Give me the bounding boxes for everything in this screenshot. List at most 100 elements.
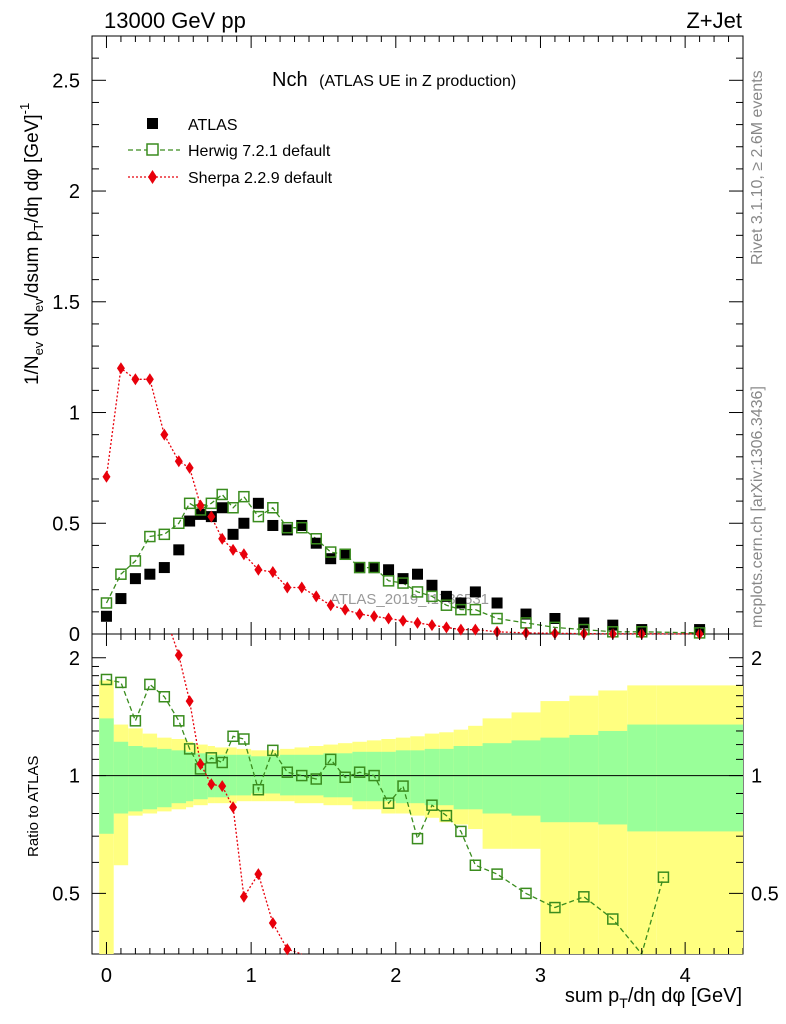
atlas-point bbox=[216, 502, 228, 514]
atlas-point bbox=[455, 597, 467, 609]
band-inner-segment bbox=[186, 751, 194, 802]
herwig-ratio-point bbox=[657, 871, 670, 883]
atlas-point bbox=[158, 562, 170, 574]
x-tick-label: 0 bbox=[101, 965, 112, 987]
sherpa-ratio-point bbox=[196, 758, 205, 771]
herwig-point bbox=[173, 517, 185, 530]
sherpa-point bbox=[145, 373, 154, 386]
herwig-point bbox=[469, 603, 482, 616]
sherpa-point bbox=[207, 510, 216, 523]
herwig-main-line bbox=[105, 493, 700, 634]
herwig-ratio-point bbox=[426, 799, 438, 811]
herwig-point bbox=[100, 597, 113, 609]
band-inner-segment bbox=[569, 734, 599, 823]
sherpa-point bbox=[384, 612, 393, 625]
atlas-point bbox=[412, 568, 423, 580]
herwig-ratio-point bbox=[578, 891, 590, 903]
band-inner-segment bbox=[171, 750, 187, 804]
y-tick-label-ratio-right: 0.5 bbox=[751, 883, 779, 905]
atlas-point bbox=[339, 548, 351, 560]
herwig-ratio-point bbox=[115, 676, 127, 689]
herwig-point bbox=[382, 575, 395, 587]
sherpa-point bbox=[185, 461, 194, 474]
sherpa-point bbox=[116, 362, 125, 375]
band-inner-segment bbox=[424, 748, 440, 806]
atlas-point bbox=[129, 573, 141, 585]
herwig-point bbox=[129, 555, 142, 567]
x-axis-label: sum pT/dη dφ [GeV] bbox=[565, 985, 742, 1011]
atlas-point bbox=[115, 593, 127, 605]
band-inner-segment bbox=[468, 746, 483, 810]
herwig-ratio-point bbox=[252, 783, 265, 796]
main-series bbox=[100, 362, 706, 640]
atlas-point bbox=[368, 562, 380, 574]
band-inner-segment bbox=[157, 748, 172, 808]
herwig-point bbox=[158, 528, 171, 541]
x-tick-label: 4 bbox=[680, 965, 691, 987]
herwig-point bbox=[115, 568, 127, 580]
herwig-point bbox=[324, 546, 337, 558]
sherpa-ratio-line bbox=[170, 633, 303, 955]
herwig-point bbox=[353, 561, 366, 574]
herwig-point bbox=[281, 521, 294, 534]
atlas-point bbox=[578, 617, 590, 629]
y-tick-label-main: 0 bbox=[69, 624, 80, 646]
herwig-point bbox=[216, 488, 228, 501]
atlas-point bbox=[383, 564, 395, 576]
herwig-point bbox=[296, 521, 308, 534]
herwig-ratio-point bbox=[238, 733, 250, 745]
atlas-point bbox=[173, 544, 185, 556]
herwig-point bbox=[205, 497, 218, 510]
atlas-point bbox=[227, 528, 239, 540]
band-inner-segment bbox=[439, 748, 454, 806]
sherpa-ratio-point bbox=[174, 649, 183, 662]
y-tick-label-ratio-right: 1 bbox=[751, 766, 762, 788]
band-inner-segment bbox=[395, 750, 411, 804]
header-right: Z+Jet bbox=[686, 8, 742, 33]
sherpa-main-line bbox=[105, 367, 700, 635]
herwig-ratio-point bbox=[296, 769, 308, 782]
sherpa-ratio-point bbox=[283, 943, 292, 956]
atlas-point bbox=[491, 597, 503, 609]
herwig-point bbox=[252, 510, 265, 523]
herwig-ratio-point bbox=[183, 743, 196, 755]
sherpa-ratio-point bbox=[254, 868, 263, 881]
band-inner-segment bbox=[540, 737, 570, 823]
sherpa-ratio-point bbox=[218, 780, 227, 793]
atlas-point bbox=[469, 586, 481, 598]
y-tick-label-main: 0.5 bbox=[52, 513, 80, 535]
sherpa-point bbox=[239, 548, 248, 561]
herwig-ratio-point bbox=[339, 771, 351, 784]
atlas-point bbox=[100, 610, 112, 622]
band-inner-segment bbox=[128, 746, 143, 812]
legend-marker-atlas bbox=[147, 118, 158, 129]
atlas-point bbox=[426, 579, 438, 591]
herwig-ratio-point bbox=[267, 744, 279, 757]
x-tick-label: 2 bbox=[390, 965, 401, 987]
sherpa-point bbox=[131, 373, 140, 386]
y-tick-label-main: 1 bbox=[69, 403, 80, 425]
x-tick-label: 1 bbox=[246, 965, 257, 987]
y-axis-label-ratio: Ratio to ATLAS bbox=[25, 756, 42, 857]
herwig-ratio-point bbox=[469, 859, 482, 871]
herwig-point bbox=[455, 603, 467, 616]
ratio-series bbox=[100, 633, 670, 956]
herwig-ratio-point bbox=[310, 773, 322, 785]
atlas-point bbox=[144, 568, 156, 580]
herwig-point bbox=[440, 599, 453, 611]
herwig-point bbox=[368, 561, 380, 574]
sherpa-point bbox=[427, 619, 436, 632]
herwig-point bbox=[144, 530, 156, 543]
y-tick-label-ratio: 2 bbox=[69, 648, 80, 670]
x-tick-label: 3 bbox=[535, 965, 546, 987]
sherpa-point bbox=[456, 623, 465, 636]
band-inner-segment bbox=[482, 743, 512, 814]
herwig-point bbox=[397, 577, 409, 589]
herwig-ratio-point bbox=[353, 766, 366, 778]
herwig-ratio-point bbox=[607, 913, 619, 925]
uncertainty-bands bbox=[92, 680, 743, 954]
band-inner-segment bbox=[627, 724, 657, 832]
atlas-point bbox=[440, 590, 452, 602]
atlas-point bbox=[296, 519, 308, 531]
herwig-point bbox=[491, 612, 503, 625]
